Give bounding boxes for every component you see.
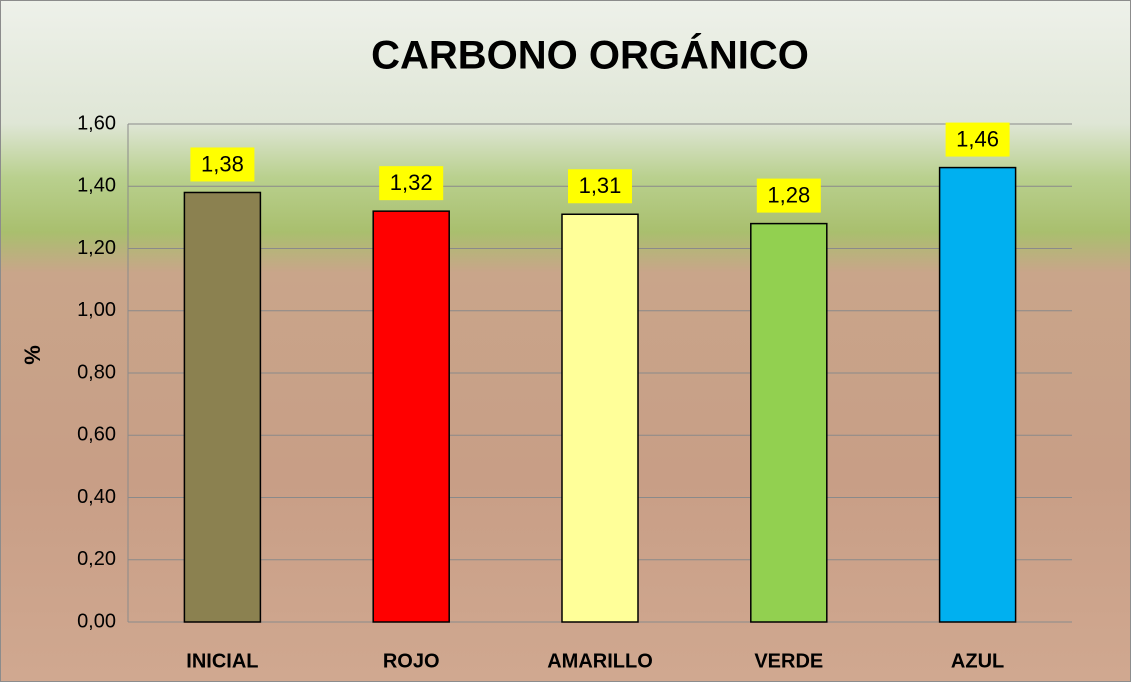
- y-tick-label: 1,00: [77, 299, 116, 321]
- value-label-box: [945, 122, 1010, 157]
- x-tick-label: VERDE: [754, 650, 823, 672]
- y-tick-label: 0,00: [77, 610, 116, 632]
- x-tick-label: INICIAL: [186, 650, 258, 672]
- bar: [372, 210, 450, 623]
- bar: [750, 222, 828, 623]
- value-label-box: [379, 166, 444, 201]
- value-label-box: [190, 147, 255, 182]
- value-label-box: [756, 178, 821, 213]
- chart-title: CARBONO ORGÁNICO: [371, 33, 809, 78]
- y-tick-label: 1,40: [77, 175, 116, 197]
- value-label: 1,28: [767, 182, 810, 207]
- value-label: 1,38: [201, 151, 244, 176]
- value-label: 1,31: [579, 173, 622, 198]
- y-axis-label: %: [20, 345, 45, 365]
- value-label: 1,46: [956, 126, 999, 151]
- x-tick-label: AZUL: [951, 650, 1004, 672]
- x-tick-label: AMARILLO: [547, 650, 653, 672]
- bar: [183, 191, 262, 623]
- bar: [561, 213, 639, 623]
- x-tick-label: ROJO: [383, 650, 440, 672]
- value-label-box: [568, 169, 632, 204]
- y-tick-label: 0,40: [77, 486, 116, 508]
- y-tick-label: 0,80: [77, 361, 116, 383]
- bar: [938, 166, 1017, 623]
- y-tick-label: 0,60: [77, 424, 116, 446]
- y-tick-label: 0,20: [77, 548, 116, 570]
- y-tick-label: 1,60: [77, 112, 116, 134]
- value-label: 1,32: [390, 170, 433, 195]
- y-tick-label: 1,20: [77, 237, 116, 259]
